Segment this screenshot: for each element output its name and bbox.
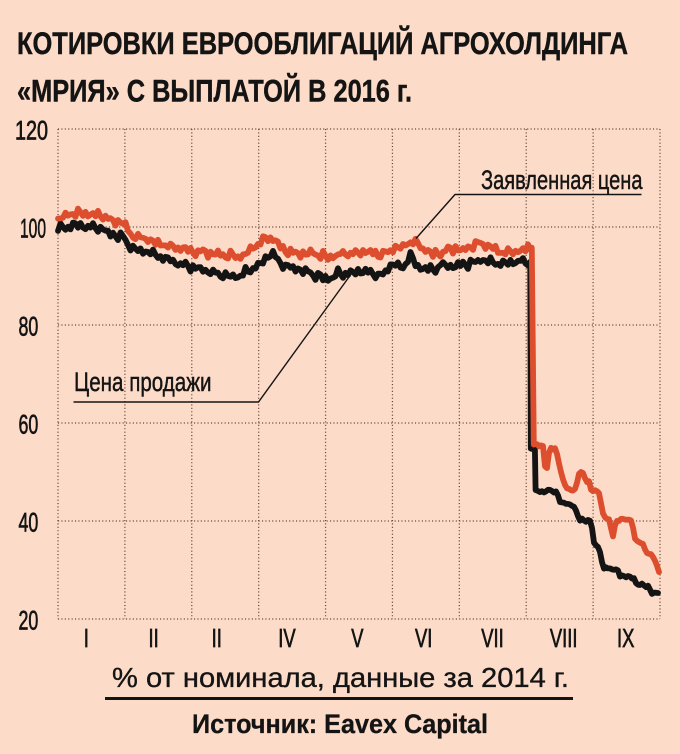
svg-text:II: II (212, 625, 222, 653)
svg-text:120: 120 (15, 116, 48, 146)
svg-text:60: 60 (19, 410, 39, 440)
svg-text:% от номинала, данные за 2014: % от номинала, данные за 2014 г. (112, 662, 569, 693)
svg-text:VII: VII (481, 625, 504, 653)
svg-text:II: II (149, 625, 159, 653)
svg-text:IX: IX (617, 625, 634, 653)
svg-text:VIII: VIII (550, 625, 578, 653)
svg-text:V: V (351, 625, 363, 653)
svg-text:100: 100 (20, 214, 46, 244)
svg-text:Источник: Eavex Capital: Источник: Eavex Capital (192, 709, 488, 739)
svg-text:IV: IV (278, 625, 295, 653)
svg-text:40: 40 (19, 508, 39, 538)
svg-text:Цена продажи: Цена продажи (74, 367, 212, 397)
svg-text:VI: VI (415, 625, 432, 653)
svg-text:Заявленная цена: Заявленная цена (481, 165, 643, 195)
svg-text:80: 80 (19, 312, 39, 342)
svg-text:КОТИРОВКИ ЕВРООБЛИГАЦИЙ АГРОХО: КОТИРОВКИ ЕВРООБЛИГАЦИЙ АГРОХОЛДИНГА (17, 25, 628, 61)
svg-text:I: I (84, 625, 89, 653)
svg-text:20: 20 (19, 606, 39, 636)
svg-text:«МРИЯ» С ВЫПЛАТОЙ В 2016 г.: «МРИЯ» С ВЫПЛАТОЙ В 2016 г. (17, 72, 412, 108)
